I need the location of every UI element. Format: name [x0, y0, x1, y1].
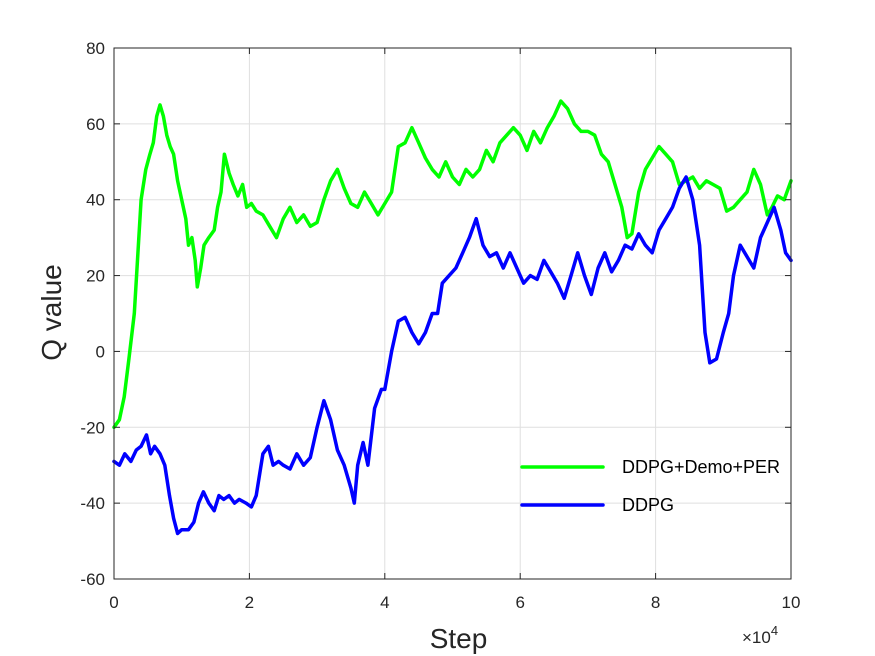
- series-line-ddpg-demo-per: [112, 99, 793, 430]
- y-tick-label: 0: [96, 342, 105, 361]
- x-tick-label: 2: [245, 593, 254, 612]
- x-axis-title: Step: [430, 623, 488, 654]
- x-axis-exponent-power: 4: [771, 623, 778, 638]
- y-tick-label: -40: [80, 494, 105, 513]
- x-tick-label: 6: [515, 593, 524, 612]
- series-line-ddpg: [112, 175, 793, 536]
- grid: [113, 47, 792, 580]
- series-lines: [112, 99, 793, 536]
- y-axis-ticks: -60 -40 -20 0 20 40 60 80: [80, 39, 791, 589]
- legend: DDPG+Demo+PER DDPG: [520, 457, 780, 515]
- plot-area-frame: [113, 47, 792, 580]
- x-axis-exponent: ×104: [742, 623, 778, 647]
- x-tick-label: 0: [109, 593, 118, 612]
- x-tick-label: 8: [651, 593, 660, 612]
- legend-label-ddpg: DDPG: [622, 495, 674, 515]
- y-axis-title: Q value: [36, 264, 67, 361]
- y-tick-label: -60: [80, 570, 105, 589]
- x-axis-exponent-base: ×10: [742, 628, 771, 647]
- y-tick-label: 20: [86, 267, 105, 286]
- y-tick-label: 80: [86, 39, 105, 58]
- x-tick-label: 4: [380, 593, 389, 612]
- y-tick-label: -20: [80, 418, 105, 437]
- y-tick-label: 40: [86, 191, 105, 210]
- y-tick-label: 60: [86, 115, 105, 134]
- x-tick-label: 10: [782, 593, 801, 612]
- legend-label-ddpg-demo-per: DDPG+Demo+PER: [622, 457, 780, 477]
- x-axis-ticks: 0 2 4 6 8 10: [109, 48, 800, 612]
